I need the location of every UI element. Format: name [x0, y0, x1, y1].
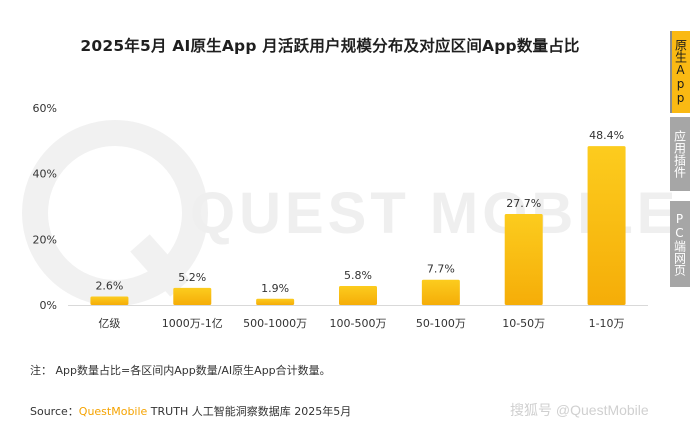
- x-tick-label: 10-50万: [502, 317, 545, 330]
- bar-value-label: 7.7%: [427, 263, 455, 276]
- bar-value-label: 5.8%: [344, 269, 372, 282]
- bar-chart: 0% 20% 40% 60% 2.6% 亿级 5.2% 1000万-1亿 1.9% 500-100…: [33, 102, 648, 330]
- source-line: Source：QuestMobile TRUTH 人工智能洞察数据库 2025年…: [30, 403, 351, 419]
- tab-pc-web[interactable]: PC端网页: [670, 201, 690, 287]
- bar: [504, 214, 543, 305]
- tab-app-plugin[interactable]: 应用插件: [670, 117, 690, 191]
- x-tick-label: 500-1000万: [243, 317, 307, 330]
- x-tick-label: 1-10万: [589, 317, 625, 330]
- tab-native-app[interactable]: 原生App: [670, 31, 690, 113]
- x-tick-label: 50-100万: [416, 317, 466, 330]
- y-tick-label: 40%: [33, 168, 57, 181]
- y-tick-label: 60%: [33, 102, 57, 115]
- bar: [173, 287, 212, 305]
- source-prefix: Source：: [30, 405, 79, 418]
- y-tick-label: 20%: [33, 233, 57, 246]
- footnote: 注： App数量占比=各区间内App数量/AI原生App合计数量。: [30, 364, 331, 377]
- bar: [421, 279, 460, 305]
- bar: [587, 146, 626, 305]
- bar-value-label: 5.2%: [178, 271, 206, 284]
- x-tick-label: 亿级: [98, 317, 120, 330]
- y-tick-label: 0%: [40, 299, 57, 312]
- x-tick-label: 1000万-1亿: [162, 317, 223, 330]
- bar-value-label: 48.4%: [589, 129, 624, 142]
- bar: [256, 298, 295, 305]
- bar-value-label: 2.6%: [95, 279, 123, 292]
- source-brand: QuestMobile: [78, 405, 148, 418]
- x-tick-label: 100-500万: [330, 317, 387, 330]
- questmobile-watermark-logo-icon: [22, 120, 208, 306]
- credit-watermark: 搜狐号 @QuestMobile: [510, 402, 649, 418]
- source-rest: TRUTH 人工智能洞察数据库 2025年5月: [147, 405, 352, 418]
- bar: [339, 285, 377, 305]
- bar-value-label: 1.9%: [261, 282, 289, 295]
- bar: [90, 296, 129, 305]
- bar-value-label: 27.7%: [506, 197, 541, 210]
- chart-title: 2025年5月 AI原生App 月活跃用户规模分布及对应区间App数量占比: [80, 37, 580, 55]
